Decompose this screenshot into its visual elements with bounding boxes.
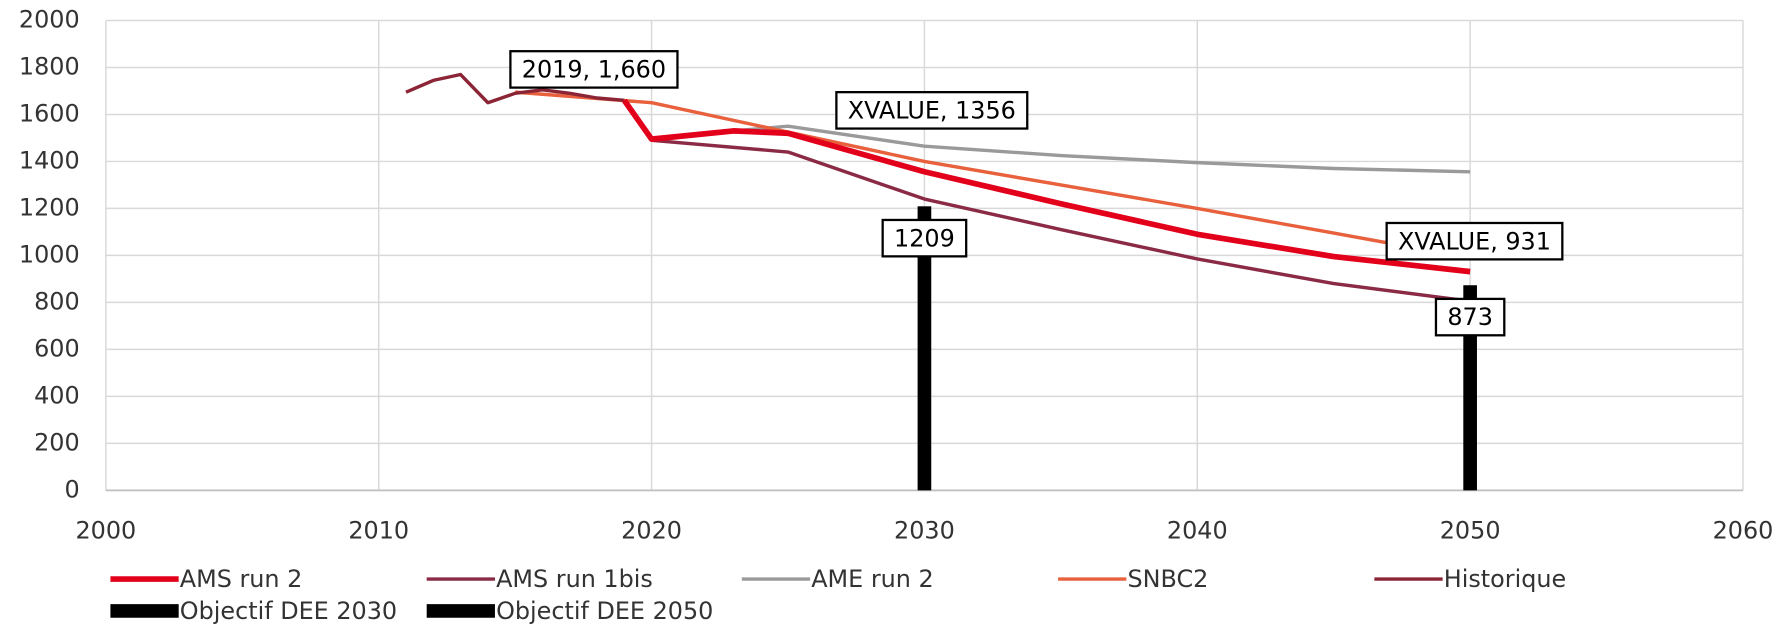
x-tick-label: 2020 [621, 516, 682, 544]
annotation: XVALUE, 931 [1398, 227, 1551, 255]
y-tick-label: 1200 [19, 193, 80, 221]
y-tick-label: 600 [34, 334, 80, 362]
y-tick-label: 1800 [19, 52, 80, 80]
x-tick-label: 2010 [348, 516, 409, 544]
annotation: 2019, 1,660 [522, 56, 666, 84]
legend-label: AMS run 1bis [496, 565, 653, 593]
x-tick-label: 2060 [1713, 516, 1774, 544]
annotation-box [509, 50, 679, 89]
bar [1463, 285, 1477, 491]
y-tick-label: 2000 [19, 5, 80, 33]
data-label-box [1434, 297, 1506, 337]
line-series [651, 138, 1471, 303]
x-tick-label: 2000 [75, 516, 136, 544]
y-tick-label: 800 [34, 287, 80, 315]
line-series [515, 90, 1471, 260]
data-label-box [881, 218, 968, 258]
line-series [621, 98, 1471, 275]
annotation-box [835, 91, 1029, 130]
data-label: 1209 [894, 224, 955, 252]
bar [917, 206, 932, 491]
y-tick-label: 0 [64, 475, 79, 503]
y-tick-label: 400 [34, 381, 80, 409]
annotation-box [1385, 221, 1564, 261]
legend-label: Objectif DEE 2030 [180, 597, 397, 625]
annotation: XVALUE, 1356 [848, 96, 1016, 124]
data-label: 873 [1447, 303, 1493, 331]
y-tick-label: 200 [34, 428, 80, 456]
x-tick-label: 2050 [1440, 516, 1501, 544]
x-tick-label: 2040 [1167, 516, 1228, 544]
y-tick-label: 1400 [19, 146, 80, 174]
line-series [405, 72, 625, 105]
legend-label: Objectif DEE 2050 [496, 597, 713, 625]
legend-label: AME run 2 [811, 565, 933, 593]
legend-label: SNBC2 [1128, 565, 1209, 593]
y-tick-label: 1000 [19, 240, 80, 268]
legend-label: Historique [1444, 565, 1566, 593]
y-tick-label: 1600 [19, 99, 80, 127]
legend-label: AMS run 2 [180, 565, 303, 593]
x-tick-label: 2030 [894, 516, 955, 544]
